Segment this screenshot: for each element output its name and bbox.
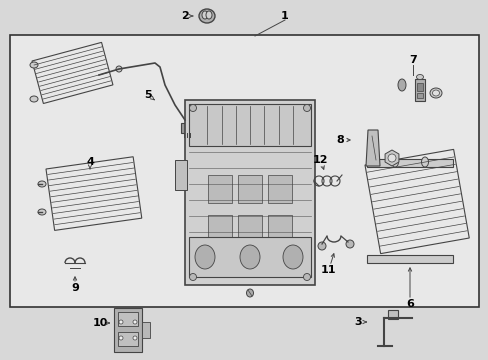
Ellipse shape (421, 157, 427, 167)
Bar (416, 93, 422, 98)
Ellipse shape (431, 90, 439, 96)
Ellipse shape (133, 336, 137, 340)
Ellipse shape (119, 336, 123, 340)
Text: 12: 12 (312, 155, 327, 165)
Ellipse shape (195, 245, 215, 269)
Ellipse shape (38, 181, 46, 187)
Bar (184, 100, 314, 285)
Bar (267, 175, 291, 203)
Bar (114, 308, 142, 352)
Text: 11: 11 (320, 265, 335, 275)
Ellipse shape (303, 274, 310, 280)
Text: 10: 10 (92, 318, 107, 328)
Text: 7: 7 (408, 55, 416, 65)
Bar (118, 312, 138, 326)
Bar (189, 237, 310, 277)
Ellipse shape (346, 240, 353, 248)
Bar (181, 123, 193, 133)
Bar (366, 159, 452, 167)
Bar (175, 160, 186, 190)
Ellipse shape (283, 245, 303, 269)
Bar (189, 104, 310, 146)
Ellipse shape (30, 62, 38, 68)
Ellipse shape (387, 154, 395, 162)
Text: 9: 9 (71, 283, 79, 293)
Ellipse shape (246, 289, 253, 297)
Bar (46, 157, 142, 230)
Bar (207, 215, 231, 243)
Ellipse shape (199, 9, 215, 23)
Polygon shape (384, 150, 398, 166)
Ellipse shape (202, 11, 207, 19)
Ellipse shape (303, 104, 310, 112)
Ellipse shape (240, 245, 260, 269)
Bar (416, 83, 422, 91)
Ellipse shape (416, 75, 423, 80)
Ellipse shape (429, 88, 441, 98)
Ellipse shape (119, 320, 123, 324)
Bar (142, 322, 150, 338)
Ellipse shape (205, 11, 212, 19)
Bar (238, 215, 262, 243)
Ellipse shape (189, 274, 196, 280)
Bar (414, 79, 424, 101)
Bar (366, 255, 452, 263)
Ellipse shape (397, 79, 405, 91)
Bar (267, 215, 291, 243)
Text: 8: 8 (335, 135, 343, 145)
Ellipse shape (116, 66, 122, 72)
Bar (207, 175, 231, 203)
Ellipse shape (317, 242, 325, 250)
Text: 5: 5 (144, 90, 151, 100)
Bar (387, 310, 397, 319)
Text: 1: 1 (281, 11, 288, 21)
Bar (32, 42, 113, 104)
Ellipse shape (189, 104, 196, 112)
Polygon shape (365, 130, 379, 166)
Bar (118, 332, 138, 346)
Bar (10, 35, 478, 307)
Text: 2: 2 (181, 11, 188, 21)
Ellipse shape (38, 209, 46, 215)
Bar (238, 175, 262, 203)
Bar (364, 149, 468, 254)
Text: 6: 6 (405, 299, 413, 309)
Ellipse shape (30, 96, 38, 102)
Ellipse shape (391, 157, 398, 167)
Ellipse shape (133, 320, 137, 324)
Text: 3: 3 (353, 317, 361, 327)
Text: 4: 4 (86, 157, 94, 167)
